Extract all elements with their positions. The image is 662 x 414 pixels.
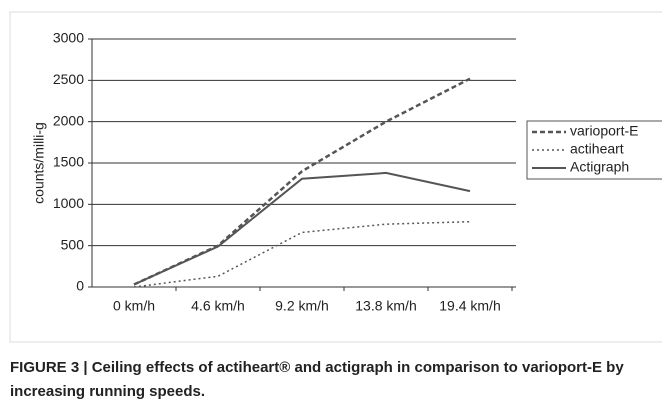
x-tick-label: 13.8 km/h — [355, 298, 416, 314]
y-tick-label: 0 — [76, 278, 84, 294]
caption: FIGURE 3 | Ceiling effects of actiheart®… — [10, 359, 624, 400]
frame — [9, 11, 662, 343]
legend-label: varioport-E — [570, 123, 638, 139]
legend-label: Actigraph — [570, 159, 629, 175]
series-line — [133, 77, 471, 286]
legend-box — [526, 120, 662, 180]
x-tick-label: 9.2 km/h — [275, 298, 329, 314]
y-tick-label: 2500 — [53, 71, 84, 87]
x-tick-label: 0 km/h — [113, 298, 155, 314]
x-tick-label: 4.6 km/h — [191, 298, 245, 314]
legend-label: actiheart — [570, 141, 624, 157]
y-tick-label: 2000 — [53, 112, 84, 128]
y-axis-title: counts/milli-g — [31, 122, 47, 204]
series-line — [133, 220, 471, 288]
y-tick-label: 1000 — [53, 195, 84, 211]
y-tick-label: 3000 — [53, 30, 84, 46]
x-tick-label: 19.4 km/h — [439, 298, 500, 314]
y-tick-label: 1500 — [53, 154, 84, 170]
y-tick-label: 500 — [61, 236, 85, 252]
series-line — [133, 171, 471, 286]
